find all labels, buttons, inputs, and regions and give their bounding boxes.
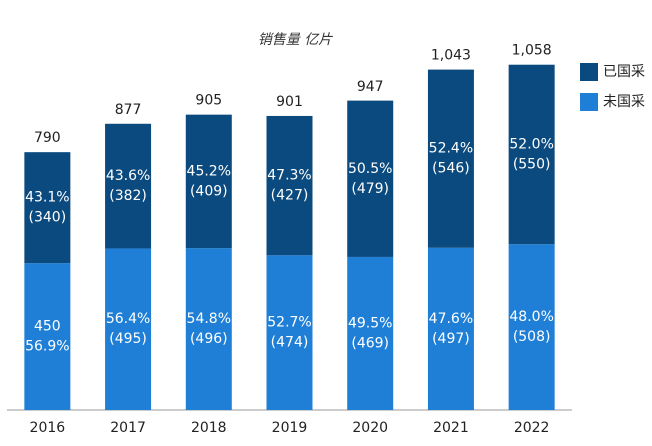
bar-segment	[105, 248, 152, 410]
total-label: 901	[276, 94, 303, 110]
data-label: (469)	[351, 335, 389, 351]
data-label: (495)	[109, 331, 147, 347]
bar-segment	[24, 152, 71, 264]
bar-segment	[185, 248, 232, 410]
bar-segment	[266, 255, 313, 410]
data-label: 47.6%	[429, 311, 473, 327]
bar-segment	[105, 123, 152, 249]
bar-segment	[347, 256, 394, 410]
data-label: 48.0%	[509, 309, 553, 325]
total-label: 1,058	[512, 43, 552, 59]
data-label: 49.5%	[348, 315, 392, 331]
x-tick-label: 2016	[30, 420, 66, 436]
data-label: (508)	[513, 329, 551, 345]
total-label: 905	[195, 93, 222, 109]
legend-swatch	[580, 93, 598, 111]
total-label: 1,043	[431, 48, 471, 64]
data-label: (546)	[432, 161, 470, 177]
data-label: (56.9%)	[20, 339, 75, 355]
x-tick-label: 2019	[272, 420, 308, 436]
legend-label: 已国采	[603, 64, 645, 80]
total-label: 790	[34, 130, 61, 146]
data-label: (550)	[513, 156, 551, 172]
data-label: (409)	[190, 183, 228, 199]
bar-segment	[427, 247, 474, 410]
bar-segment	[185, 114, 232, 249]
chart-title: 销售量 亿片	[258, 32, 333, 48]
legend-label: 未国采	[603, 94, 645, 110]
data-label: 45.2%	[187, 163, 231, 179]
data-label: 52.4%	[429, 141, 473, 157]
bar-segment	[266, 115, 313, 256]
x-tick-label: 2021	[433, 420, 469, 436]
data-label: (474)	[271, 335, 309, 351]
data-label: (340)	[29, 210, 67, 226]
total-label: 947	[357, 79, 384, 95]
data-label: (479)	[351, 181, 389, 197]
x-tick-label: 2022	[514, 420, 550, 436]
x-tick-label: 2018	[191, 420, 227, 436]
bar-segment	[347, 100, 394, 257]
bar-segment	[24, 263, 71, 410]
data-label: (427)	[271, 188, 309, 204]
data-label: 43.1%	[25, 190, 69, 206]
data-label: 50.5%	[348, 161, 392, 177]
data-label: (497)	[432, 331, 470, 347]
data-label: 56.4%	[106, 311, 150, 327]
legend-swatch	[580, 63, 598, 81]
data-label: 52.7%	[267, 315, 311, 331]
data-label: (382)	[109, 188, 147, 204]
data-label: 54.8%	[187, 311, 231, 327]
data-label: 450	[34, 319, 61, 335]
x-tick-label: 2017	[110, 420, 146, 436]
data-label: 43.6%	[106, 168, 150, 184]
bar-segment	[427, 69, 474, 248]
bar-segment	[508, 244, 555, 410]
bar-segment	[508, 64, 555, 245]
total-label: 877	[115, 102, 142, 118]
data-label: 52.0%	[509, 136, 553, 152]
x-tick-label: 2020	[352, 420, 388, 436]
data-label: (496)	[190, 331, 228, 347]
data-label: 47.3%	[267, 168, 311, 184]
